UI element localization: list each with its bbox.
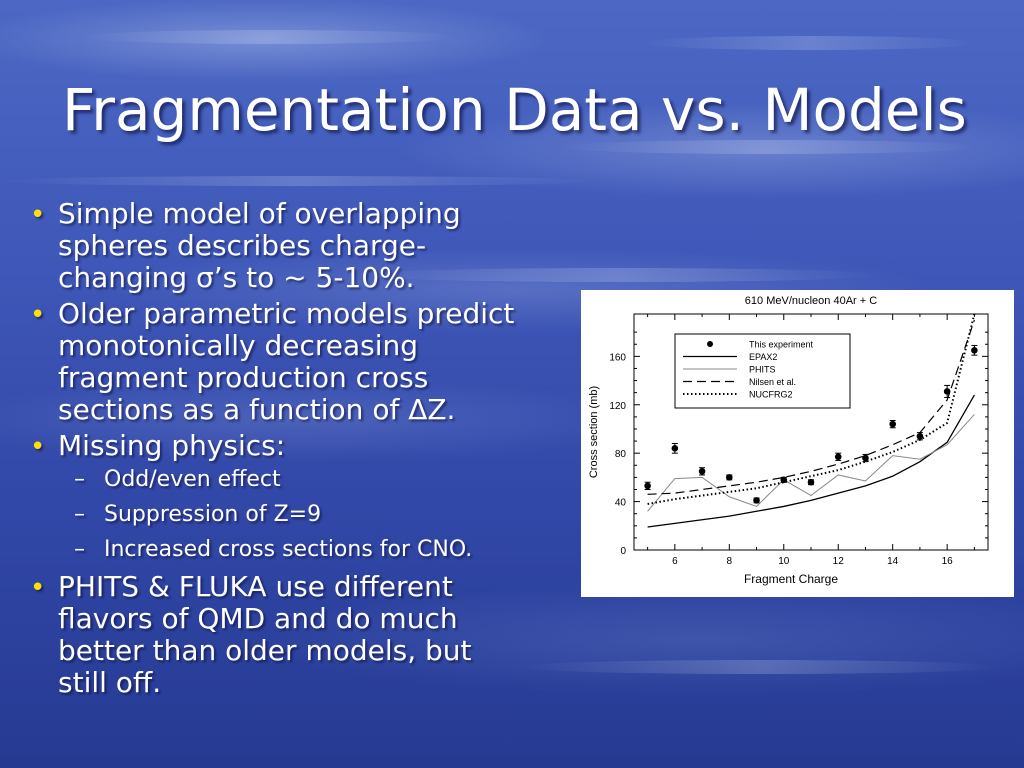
chart-svg: 610 MeV/nucleon 40Ar + C6 8 10 12 14 16040801… bbox=[588, 295, 989, 586]
bullet-line: Simple model of overlapping bbox=[58, 197, 461, 230]
background-streak bbox=[520, 660, 1000, 674]
x-axis-label: Fragment Charge bbox=[744, 572, 838, 586]
bullet-line: fragment production cross bbox=[58, 361, 429, 394]
x-tick-label: 12 bbox=[833, 556, 845, 567]
sub-bullet-text: Suppression of Z=9 bbox=[104, 502, 322, 527]
bullet-line: better than older models, but bbox=[58, 634, 472, 667]
data-point bbox=[671, 445, 679, 452]
bullet-list: • Simple model of overlapping spheres de… bbox=[24, 198, 554, 703]
data-point bbox=[698, 468, 706, 475]
bullet-line: changing σ’s to ~ 5-10%. bbox=[58, 261, 415, 294]
x-tick-label: 10 bbox=[778, 556, 790, 567]
y-tick-label: 80 bbox=[615, 449, 627, 460]
bullet-line: flavors of QMD and do much bbox=[58, 602, 458, 635]
background-streak bbox=[360, 268, 880, 282]
x-tick-label: 16 bbox=[942, 556, 954, 567]
data-point bbox=[862, 454, 869, 462]
sub-bullet-item: – Increased cross sections for CNO. bbox=[24, 532, 554, 567]
legend-label: EPAX2 bbox=[749, 352, 777, 362]
bullet-item: • PHITS & FLUKA use different flavors of… bbox=[24, 571, 554, 699]
y-axis-label: Cross section (mb) bbox=[588, 386, 600, 478]
data-point bbox=[971, 347, 978, 354]
y-tick-label: 40 bbox=[615, 498, 627, 509]
data-point bbox=[834, 453, 842, 461]
bullet-dot-icon: • bbox=[30, 432, 46, 462]
sub-bullet-text: Increased cross sections for CNO. bbox=[104, 537, 473, 562]
bullet-line: spheres describes charge- bbox=[58, 229, 427, 262]
legend-box bbox=[674, 333, 851, 409]
bullet-line: sections as a function of ΔZ. bbox=[58, 393, 456, 426]
y-tick-label: 0 bbox=[620, 546, 626, 557]
legend-label: Nilsen et al. bbox=[749, 377, 796, 387]
series-line-epax2 bbox=[647, 394, 975, 528]
data-point bbox=[916, 432, 924, 440]
data-point bbox=[726, 474, 733, 481]
slide-title: Fragmentation Data vs. Models bbox=[62, 76, 967, 144]
chart-figure: 610 MeV/nucleon 40Ar + C 6 8 10 12 14 16 0 40 80 1… bbox=[581, 290, 1014, 597]
background-streak bbox=[560, 140, 980, 154]
bullet-line: monotonically decreasing bbox=[58, 329, 419, 362]
series-line-phits bbox=[647, 414, 975, 512]
legend-marker bbox=[707, 341, 713, 347]
x-tick-label: 14 bbox=[887, 556, 899, 567]
legend-label: NUCFRG2 bbox=[749, 390, 793, 400]
bullet-item: • Missing physics: bbox=[24, 429, 554, 463]
background-streak bbox=[80, 30, 460, 44]
bullet-line: Missing physics: bbox=[58, 429, 286, 462]
bullet-line: Older parametric models predict bbox=[58, 297, 515, 330]
sub-bullet-item: – Suppression of Z=9 bbox=[24, 497, 554, 532]
x-tick-label: 6 bbox=[672, 556, 678, 567]
sub-bullet-text: Odd/even effect bbox=[104, 467, 281, 492]
legend-label: PHITS bbox=[749, 365, 776, 375]
background-streak bbox=[640, 36, 980, 50]
bullet-dot-icon: • bbox=[30, 300, 46, 330]
data-point bbox=[807, 478, 815, 486]
data-point bbox=[889, 420, 896, 428]
bullet-line: still off. bbox=[58, 666, 162, 699]
dash-marker: – bbox=[74, 537, 85, 562]
y-tick-label: 120 bbox=[609, 401, 626, 412]
y-tick-label: 160 bbox=[609, 352, 626, 363]
data-point bbox=[753, 497, 760, 504]
bullet-item: • Simple model of overlapping spheres de… bbox=[24, 198, 554, 294]
dash-marker: – bbox=[74, 502, 85, 527]
bullet-item: • Older parametric models predict monoto… bbox=[24, 298, 554, 426]
legend-label: This experiment bbox=[749, 340, 814, 350]
data-point bbox=[943, 388, 951, 395]
bullet-dot-icon: • bbox=[30, 573, 46, 603]
background-streak bbox=[0, 176, 600, 186]
sub-bullet-item: – Odd/even effect bbox=[24, 462, 554, 497]
bullet-dot-icon: • bbox=[30, 200, 46, 230]
dash-marker: – bbox=[74, 467, 85, 492]
bullet-line: PHITS & FLUKA use different bbox=[58, 570, 453, 603]
data-point bbox=[780, 476, 788, 484]
data-point bbox=[644, 482, 651, 490]
chart-title: 610 MeV/nucleon 40Ar + C bbox=[745, 295, 877, 307]
x-tick-label: 8 bbox=[727, 556, 733, 567]
